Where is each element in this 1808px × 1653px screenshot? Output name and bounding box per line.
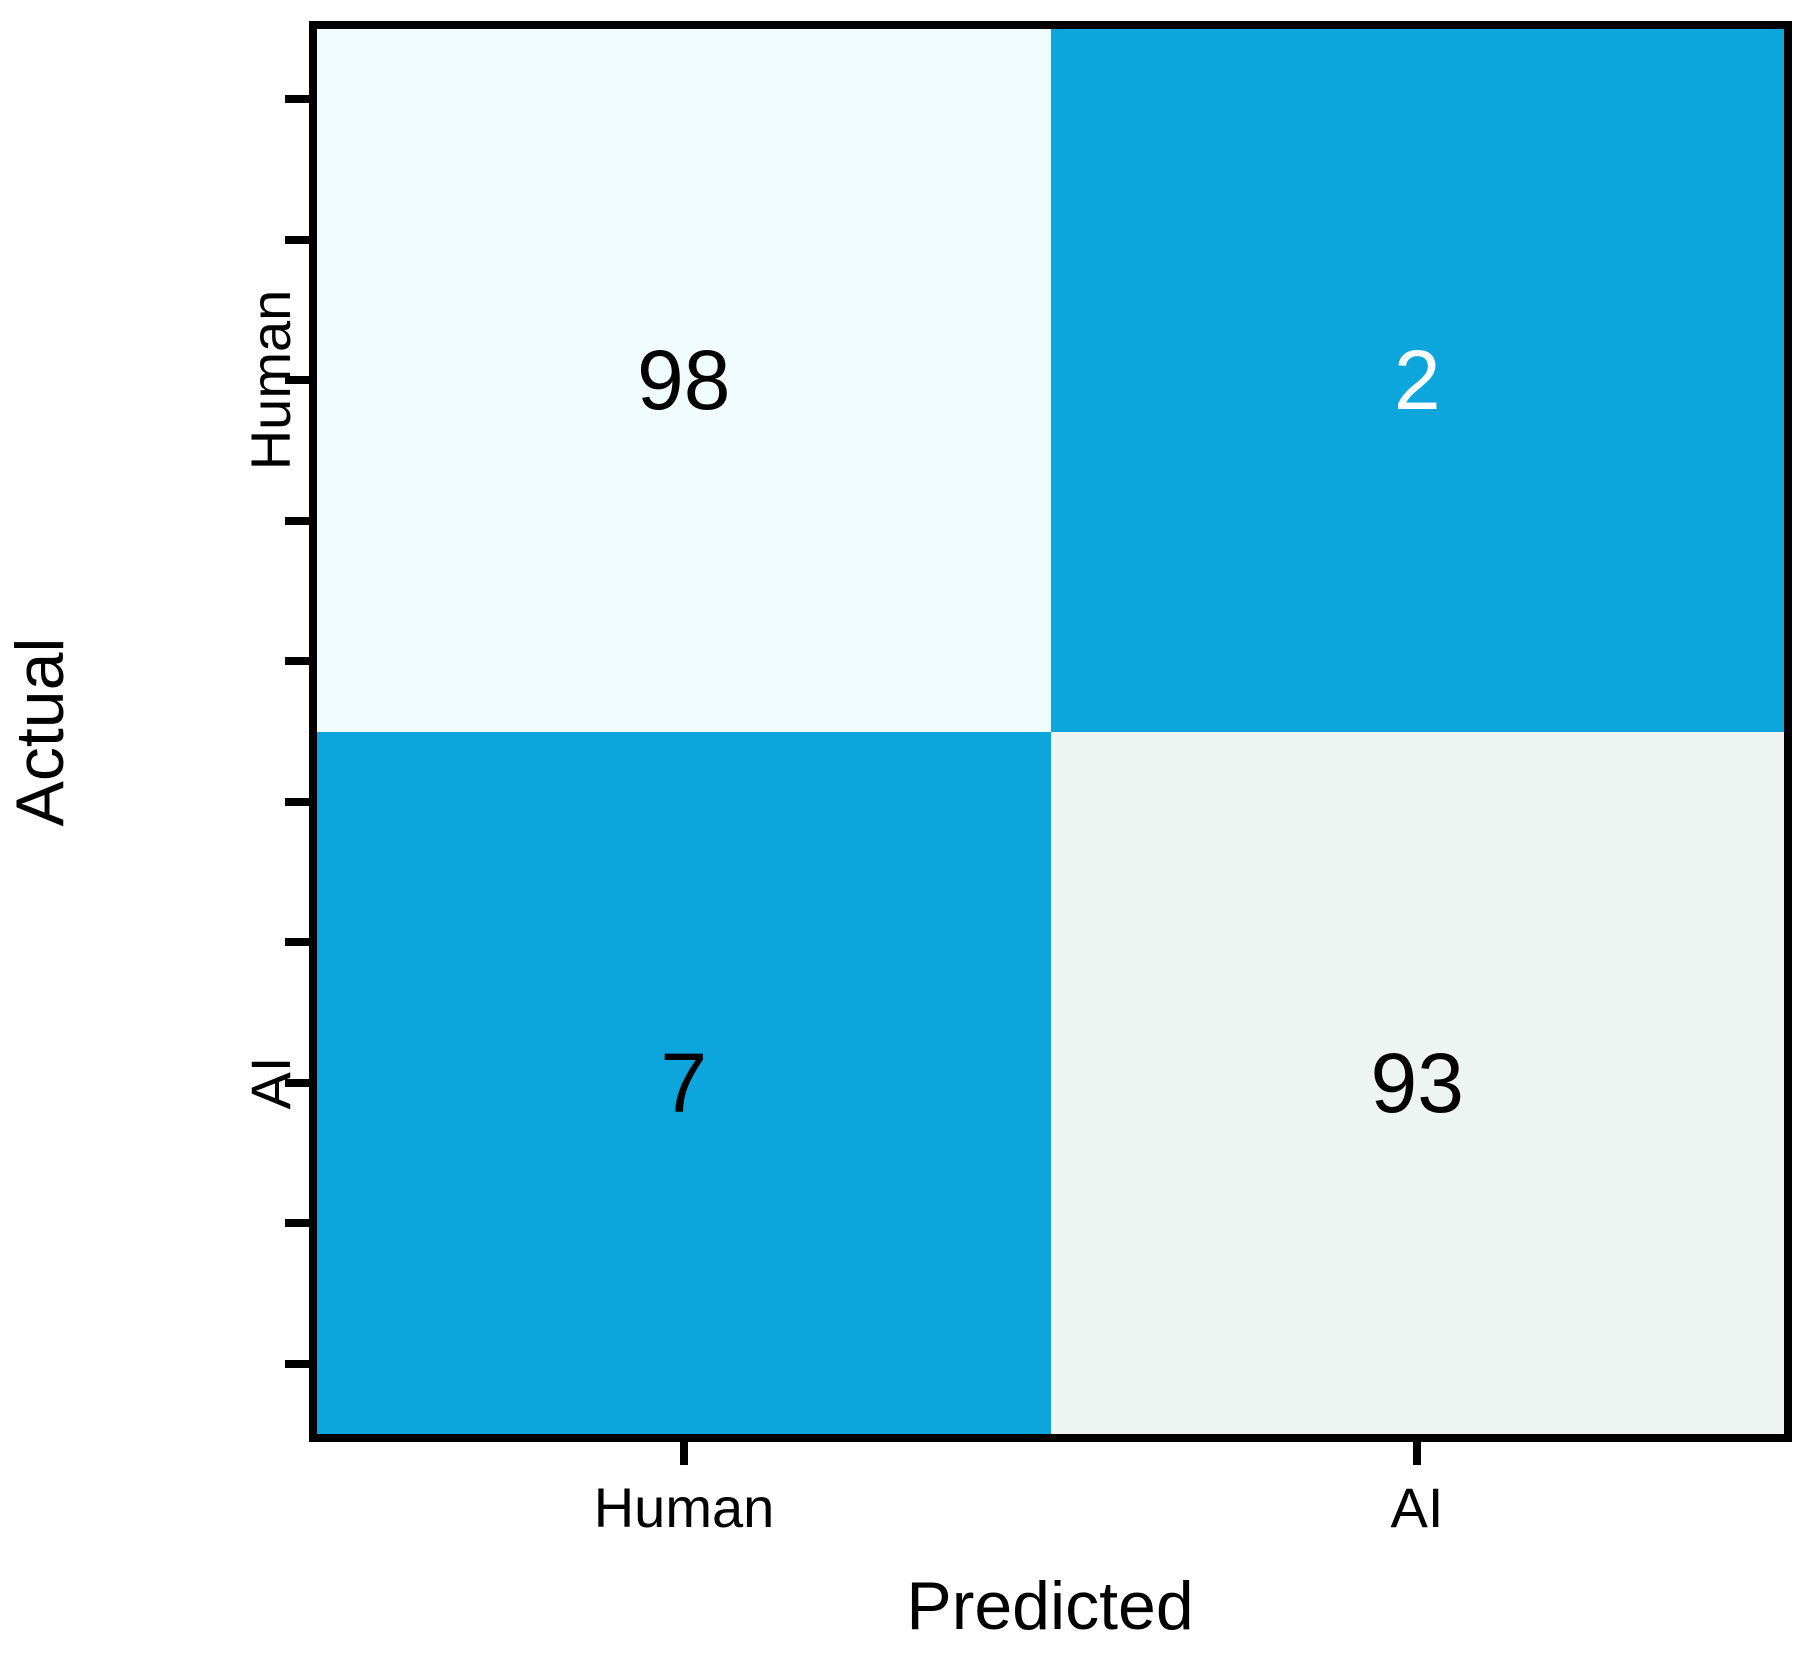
x-tick-label-ai: AI [1390,1476,1444,1539]
cell-actual-human-pred-ai: 2 [1050,29,1784,732]
y-axis-minor-tick [285,236,310,244]
x-tick-label-human: Human [593,1476,775,1539]
y-axis-minor-tick [285,95,310,103]
y-axis-minor-tick [285,517,310,525]
y-axis-minor-tick [285,938,310,946]
cell-actual-human-pred-human: 98 [317,29,1051,732]
y-tick-label-human: Human [239,289,302,471]
y-axis-minor-tick [285,376,310,384]
y-axis-minor-tick [285,1079,310,1087]
cell-actual-ai-pred-ai: 93 [1050,731,1784,1434]
x-axis-tick-human [680,1442,688,1465]
x-axis-tick-ai [1413,1442,1421,1465]
y-axis-minor-tick [285,657,310,665]
plot-area: 98 2 7 93 [309,21,1792,1442]
y-axis-minor-tick [285,798,310,806]
y-axis-minor-tick [285,1219,310,1227]
y-axis-minor-tick [285,1360,310,1368]
y-tick-label-ai: AI [239,1056,302,1110]
y-axis-title: Actual [2,637,78,827]
cell-actual-ai-pred-human: 7 [317,731,1051,1434]
x-axis-title: Predicted [906,1568,1194,1644]
